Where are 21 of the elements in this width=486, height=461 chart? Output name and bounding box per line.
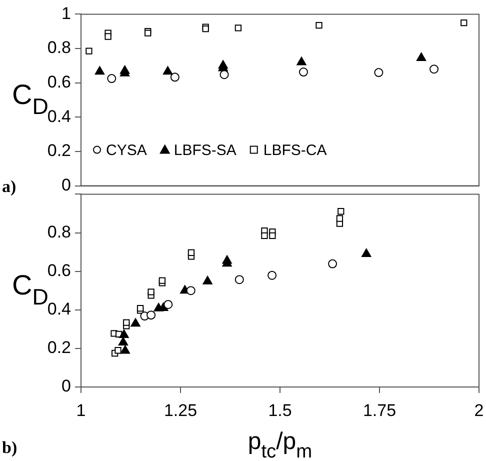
legend-label: LBFS-CA: [263, 142, 327, 159]
x-tick-label: 1: [76, 400, 86, 420]
x-tick-label: 1.25: [164, 400, 198, 420]
y-tick-label: 0.4: [47, 106, 71, 126]
x-tick-label: 2: [474, 400, 484, 420]
legend-label: LBFS-SA: [174, 142, 236, 159]
y-tick-label: 0.8: [47, 38, 71, 58]
y-tick-label: 0.8: [47, 222, 71, 242]
legend-label: CYSA: [106, 142, 147, 159]
y-tick-label: 0.6: [47, 261, 71, 280]
y-tick-label: 0.2: [47, 141, 71, 160]
x-tick-label: 1.5: [268, 400, 292, 420]
y-tick-label: 0.6: [47, 72, 71, 92]
y-tick-label: 0: [62, 175, 71, 194]
y-tick-label: 0.2: [47, 338, 71, 358]
text: b): [2, 438, 18, 457]
text: a): [2, 176, 16, 196]
y-tick-label: 1: [62, 4, 71, 23]
x-tick-label: 1.75: [362, 400, 396, 420]
y-tick-label: 0: [62, 376, 71, 396]
y-tick-label: 0.4: [47, 300, 71, 319]
